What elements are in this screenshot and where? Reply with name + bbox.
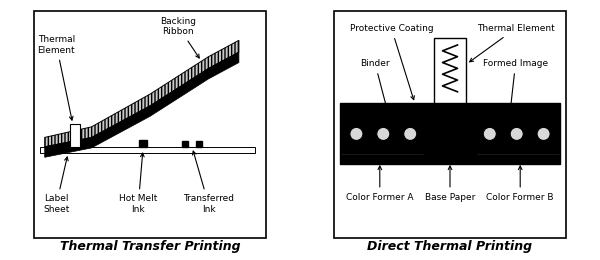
Text: Base Paper: Base Paper	[425, 166, 475, 202]
Circle shape	[483, 127, 496, 140]
Text: Color Former B: Color Former B	[487, 166, 554, 202]
Text: Hot Melt
Ink: Hot Melt Ink	[119, 153, 157, 214]
Bar	[365, 131, 374, 137]
Bar	[139, 140, 147, 147]
Polygon shape	[44, 52, 239, 157]
Bar	[340, 103, 560, 114]
Text: Label
Sheet: Label Sheet	[43, 157, 70, 214]
Bar	[434, 38, 466, 103]
Bar	[182, 141, 188, 147]
Bar	[392, 131, 401, 137]
Circle shape	[350, 127, 363, 140]
Text: Direct Thermal Printing: Direct Thermal Printing	[367, 240, 533, 253]
Bar	[526, 131, 535, 137]
Text: Transferred
Ink: Transferred Ink	[183, 151, 234, 214]
Bar	[70, 124, 80, 147]
Bar	[340, 114, 560, 154]
Text: Thermal Transfer Printing: Thermal Transfer Printing	[59, 240, 241, 253]
Bar	[499, 131, 508, 137]
Circle shape	[404, 127, 417, 140]
Text: Color Former A: Color Former A	[346, 166, 413, 202]
Polygon shape	[44, 40, 239, 147]
Text: Thermal
Element: Thermal Element	[38, 35, 75, 120]
Bar	[40, 147, 256, 153]
Text: Thermal Element: Thermal Element	[470, 24, 554, 62]
Bar	[196, 141, 202, 147]
Text: Formed Image: Formed Image	[483, 59, 548, 122]
Bar	[340, 154, 560, 164]
Text: Binder: Binder	[361, 59, 391, 122]
Text: Protective Coating: Protective Coating	[350, 24, 433, 100]
Text: Backing
Ribbon: Backing Ribbon	[160, 17, 199, 58]
Bar	[424, 113, 476, 155]
Circle shape	[510, 127, 523, 140]
Bar	[340, 103, 560, 164]
Circle shape	[537, 127, 550, 140]
Circle shape	[377, 127, 390, 140]
